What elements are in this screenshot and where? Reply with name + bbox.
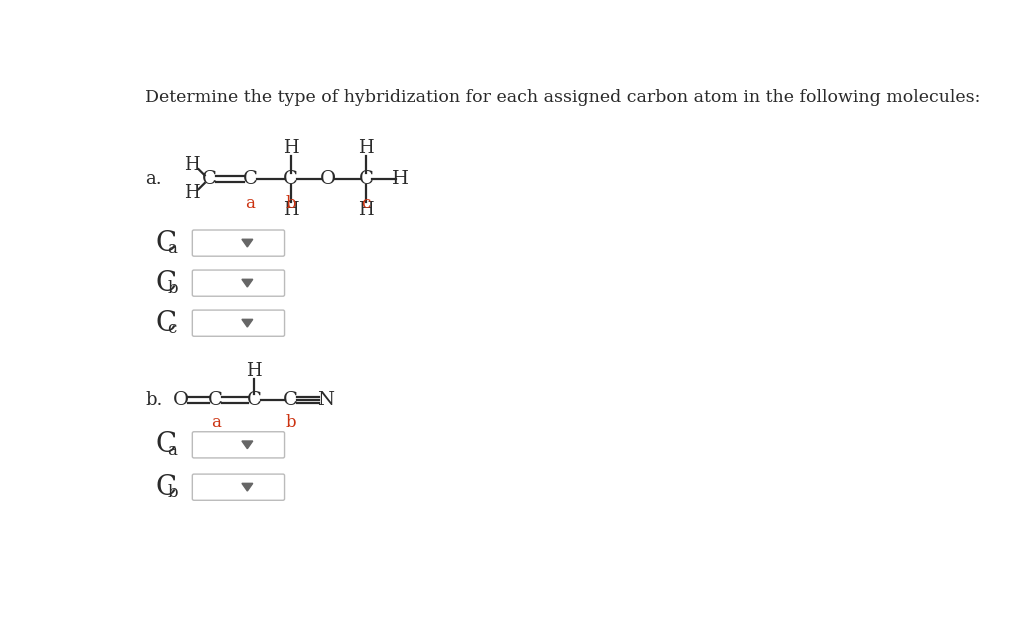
Text: C: C: [284, 391, 298, 409]
Text: b.: b.: [145, 391, 163, 409]
Text: C: C: [284, 170, 298, 188]
Polygon shape: [242, 441, 253, 449]
FancyBboxPatch shape: [193, 432, 285, 458]
FancyBboxPatch shape: [193, 270, 285, 296]
Text: C: C: [155, 431, 176, 458]
Text: N: N: [317, 391, 334, 409]
Text: a: a: [168, 240, 177, 257]
Text: Determine the type of hybridization for each assigned carbon atom in the followi: Determine the type of hybridization for …: [145, 89, 980, 106]
Text: a.: a.: [145, 170, 162, 188]
Text: a: a: [211, 414, 220, 431]
Text: H: H: [283, 139, 299, 157]
Text: C: C: [208, 391, 223, 409]
Text: b: b: [286, 414, 296, 431]
Text: C: C: [155, 270, 176, 297]
Text: c: c: [361, 194, 371, 211]
Text: H: H: [358, 139, 374, 157]
Text: H: H: [392, 170, 410, 188]
Polygon shape: [242, 483, 253, 491]
Text: C: C: [155, 310, 176, 337]
Text: C: C: [155, 473, 176, 501]
Text: O: O: [319, 170, 336, 188]
FancyBboxPatch shape: [193, 230, 285, 256]
FancyBboxPatch shape: [193, 474, 285, 500]
Text: C: C: [247, 391, 262, 409]
Text: H: H: [184, 156, 200, 174]
Text: H: H: [283, 201, 299, 219]
Polygon shape: [242, 240, 253, 247]
Text: O: O: [173, 391, 188, 409]
Text: c: c: [168, 320, 177, 337]
Text: C: C: [155, 229, 176, 256]
Polygon shape: [242, 319, 253, 327]
FancyBboxPatch shape: [193, 310, 285, 336]
Text: H: H: [358, 201, 374, 219]
Text: b: b: [168, 484, 178, 501]
Polygon shape: [242, 279, 253, 287]
Text: b: b: [286, 194, 296, 211]
Text: H: H: [184, 184, 200, 202]
Text: C: C: [202, 170, 217, 188]
Text: C: C: [243, 170, 258, 188]
Text: a: a: [168, 442, 177, 459]
Text: C: C: [358, 170, 374, 188]
Text: H: H: [247, 362, 262, 380]
Text: a: a: [246, 194, 255, 211]
Text: b: b: [168, 280, 178, 297]
